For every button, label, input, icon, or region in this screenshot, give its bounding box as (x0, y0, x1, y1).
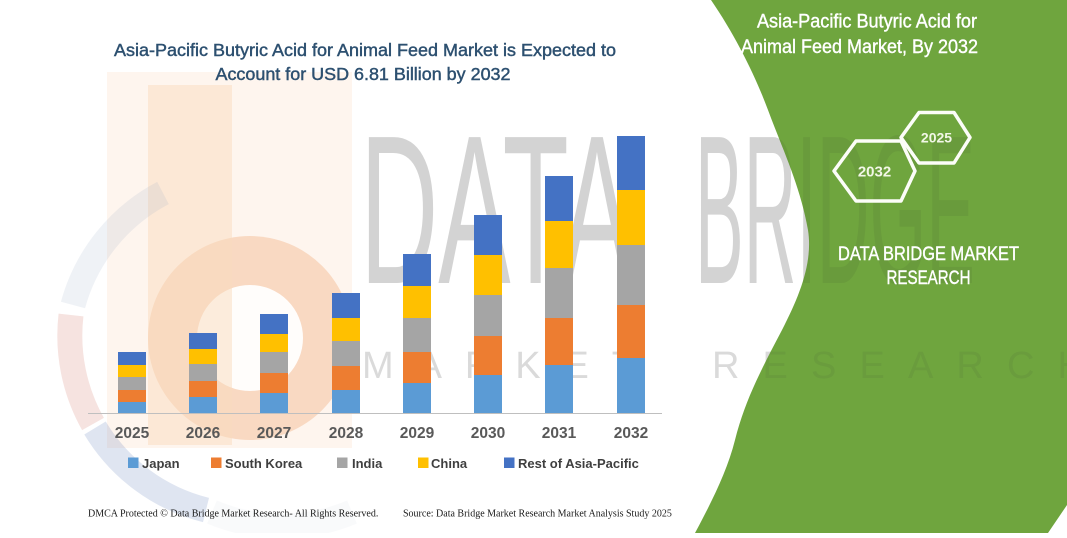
svg-text:2028: 2028 (329, 425, 364, 442)
svg-text:2025: 2025 (921, 130, 952, 146)
svg-text:2027: 2027 (257, 425, 291, 442)
svg-text:2026: 2026 (186, 425, 221, 442)
svg-text:2032: 2032 (858, 164, 891, 181)
svg-text:2025: 2025 (115, 425, 150, 442)
svg-text:DATA BRIDGE MARKET: DATA BRIDGE MARKET (838, 244, 1019, 265)
svg-text:Account for USD 6.81 Billion b: Account for USD 6.81 Billion by 2032 (216, 64, 511, 84)
svg-text:India: India (352, 456, 383, 471)
svg-text:2032: 2032 (614, 425, 648, 442)
svg-text:2030: 2030 (471, 425, 505, 442)
svg-text:Asia-Pacific Butyric Acid for: Asia-Pacific Butyric Acid for (757, 11, 977, 33)
svg-text:RESEARCH: RESEARCH (887, 268, 971, 289)
svg-text:DMCA Protected © Data Bridge M: DMCA Protected © Data Bridge Market Rese… (88, 509, 378, 520)
svg-text:Asia-Pacific Butyric Acid for: Asia-Pacific Butyric Acid for Animal Fee… (114, 40, 616, 60)
svg-text:Rest of Asia-Pacific: Rest of Asia-Pacific (518, 456, 639, 471)
svg-text:2029: 2029 (400, 425, 435, 442)
svg-text:South Korea: South Korea (225, 456, 303, 471)
svg-text:2031: 2031 (542, 425, 577, 442)
svg-text:Animal Feed Market, By 2032: Animal Feed Market, By 2032 (741, 36, 978, 58)
svg-text:Japan: Japan (142, 456, 180, 471)
svg-text:Source: Data Bridge Market Res: Source: Data Bridge Market Research Mark… (403, 509, 672, 520)
svg-text:China: China (431, 456, 468, 471)
